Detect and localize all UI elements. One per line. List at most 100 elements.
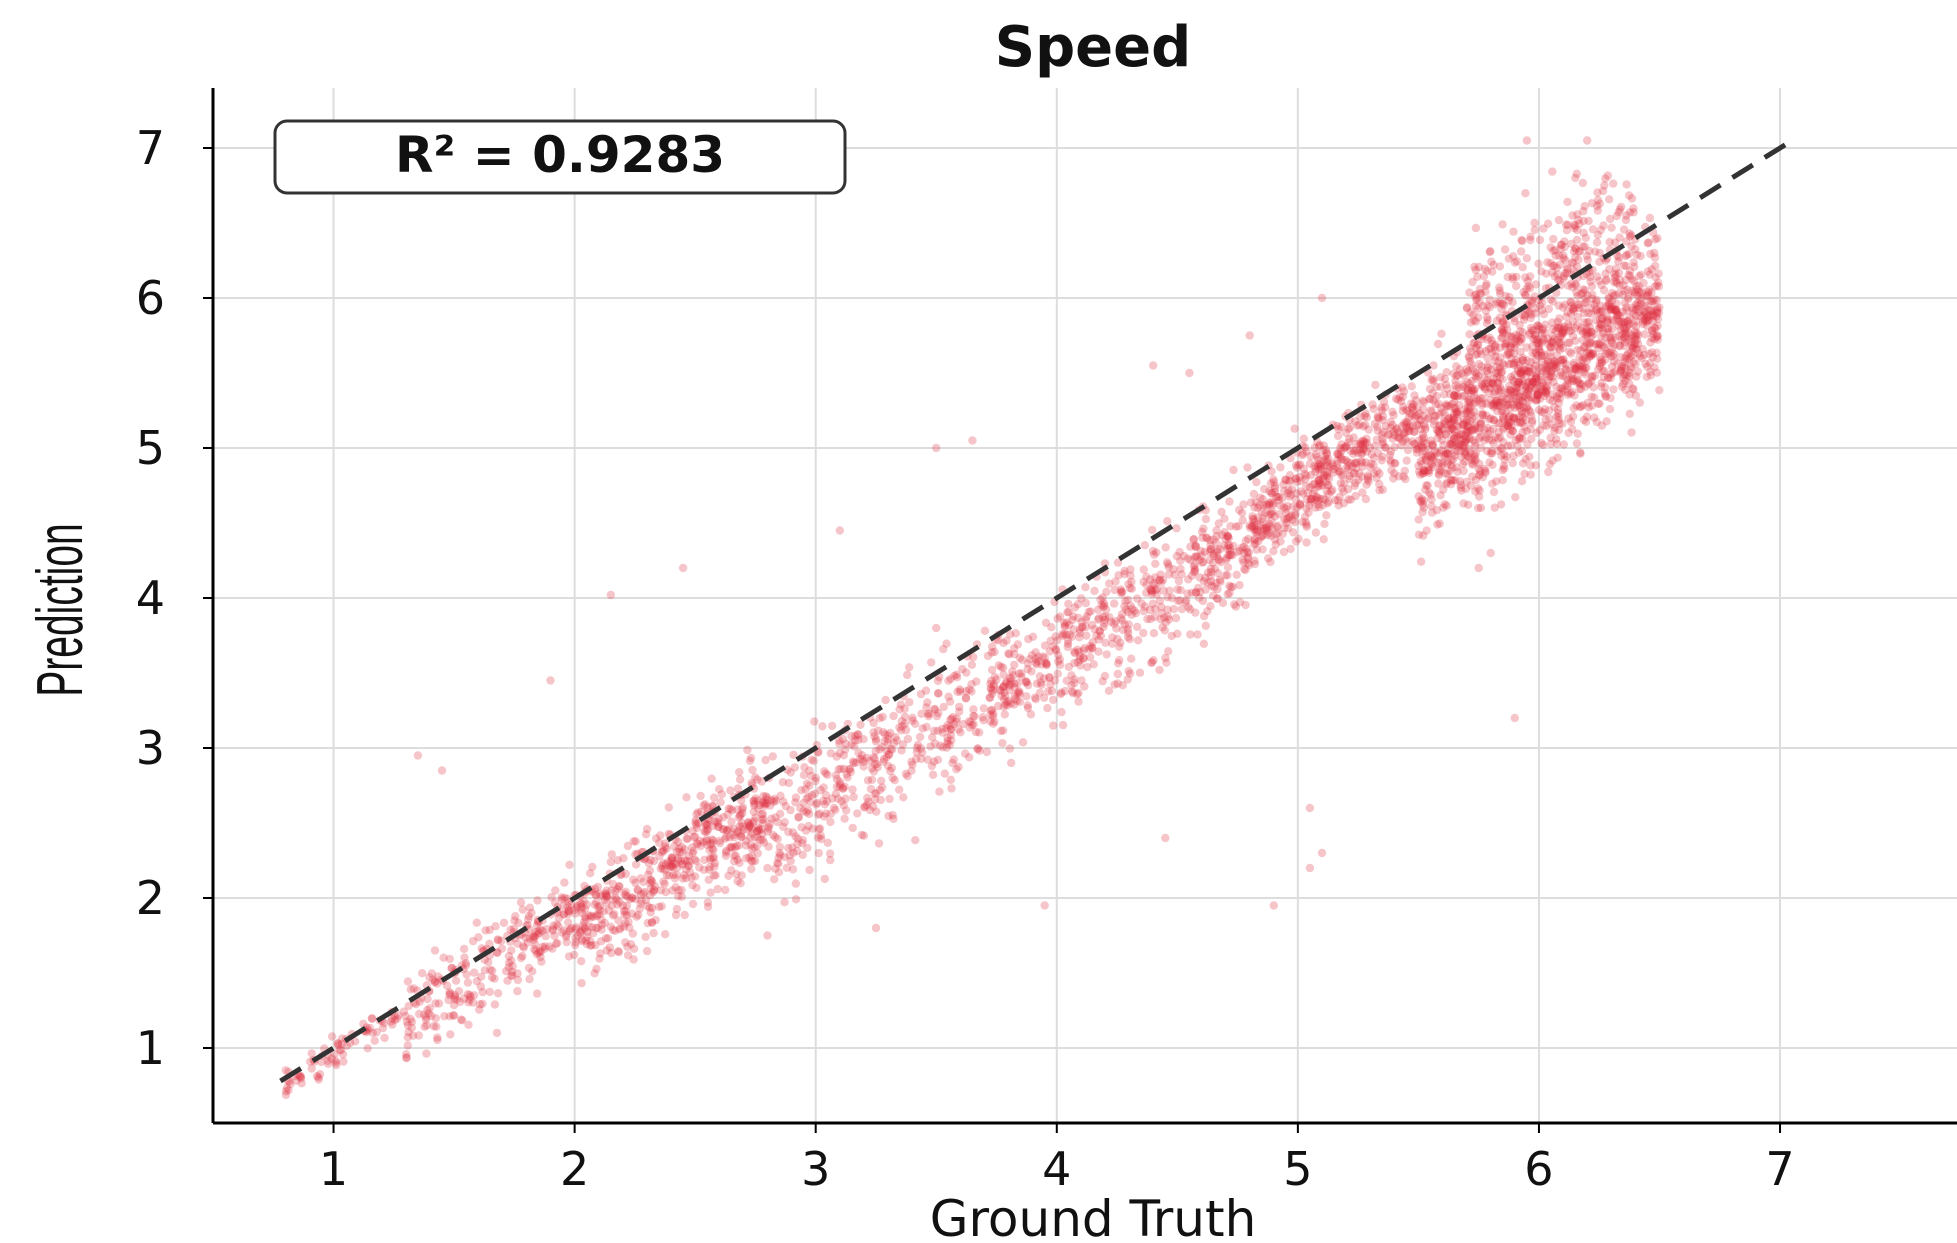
data-point <box>1318 494 1328 503</box>
data-point <box>1427 495 1436 504</box>
data-point <box>1377 406 1387 415</box>
data-point <box>1319 535 1328 544</box>
data-point <box>851 758 861 767</box>
data-point <box>1053 669 1063 678</box>
data-point <box>481 926 490 935</box>
data-point <box>870 795 880 804</box>
data-point <box>831 805 840 815</box>
data-point <box>427 969 437 978</box>
data-point <box>950 671 959 680</box>
data-point <box>965 685 974 694</box>
data-point <box>1567 387 1577 396</box>
data-point <box>978 713 987 722</box>
data-point <box>652 834 661 843</box>
data-point <box>579 897 589 906</box>
data-point <box>307 1064 316 1073</box>
data-point <box>595 889 604 898</box>
data-point <box>689 832 699 842</box>
data-point <box>1418 508 1427 517</box>
data-point <box>1269 901 1279 910</box>
data-point <box>807 755 816 764</box>
data-point <box>1481 433 1491 442</box>
data-point <box>839 751 848 760</box>
data-point <box>1005 681 1014 690</box>
data-point <box>331 1056 340 1065</box>
data-point <box>420 1022 429 1031</box>
data-point <box>799 798 808 808</box>
data-point <box>794 813 803 822</box>
data-point <box>1601 391 1610 400</box>
data-point <box>999 638 1008 648</box>
data-point <box>944 676 953 685</box>
data-point <box>577 935 587 944</box>
data-point <box>525 925 534 934</box>
data-point <box>1646 338 1655 347</box>
data-point <box>938 743 947 752</box>
data-point <box>749 807 758 816</box>
data-point <box>1458 392 1467 401</box>
data-point <box>732 841 741 851</box>
data-point <box>727 842 736 851</box>
data-point <box>669 870 678 879</box>
data-point <box>1629 208 1638 217</box>
data-point <box>491 922 500 931</box>
data-point <box>755 801 764 810</box>
data-point <box>567 900 576 909</box>
data-point <box>1348 462 1357 471</box>
data-point <box>786 805 795 815</box>
data-point <box>779 822 788 831</box>
data-point <box>674 891 683 901</box>
data-point <box>1223 544 1232 554</box>
data-point <box>472 977 481 986</box>
data-point <box>769 797 778 806</box>
data-point <box>655 838 664 847</box>
data-point <box>565 925 575 934</box>
data-point <box>1149 361 1158 370</box>
data-point <box>1510 713 1520 723</box>
data-point <box>621 906 630 915</box>
data-point <box>1162 658 1171 667</box>
data-point <box>1545 460 1555 469</box>
data-point <box>969 652 978 662</box>
data-point <box>1193 630 1202 639</box>
data-point <box>700 855 709 865</box>
data-point <box>1199 639 1209 648</box>
data-point <box>1053 614 1062 623</box>
data-point <box>599 907 608 916</box>
data-point <box>761 792 771 801</box>
data-point <box>1534 259 1543 268</box>
data-point <box>1433 339 1443 349</box>
data-point <box>895 705 904 714</box>
data-point <box>696 841 705 851</box>
data-point <box>797 823 806 832</box>
data-point <box>1562 220 1571 229</box>
data-point <box>621 891 630 900</box>
data-point <box>1535 235 1545 245</box>
data-point <box>677 860 687 869</box>
data-point <box>944 692 953 701</box>
data-point <box>882 753 891 762</box>
data-point <box>934 708 943 718</box>
data-point <box>1123 675 1133 684</box>
data-point <box>898 721 907 731</box>
data-point <box>1622 180 1631 189</box>
data-point <box>1518 428 1527 437</box>
data-point <box>672 847 682 856</box>
data-point <box>1302 522 1312 531</box>
chart-title: Speed <box>995 15 1191 80</box>
data-point <box>840 782 849 791</box>
data-point <box>1402 456 1411 465</box>
data-point <box>1311 528 1321 537</box>
data-point <box>691 872 700 881</box>
data-point <box>999 670 1008 679</box>
data-point <box>924 712 933 721</box>
data-point <box>1610 238 1620 247</box>
data-point <box>659 877 668 886</box>
data-point <box>518 905 527 914</box>
data-point <box>596 937 606 946</box>
data-point <box>753 833 762 842</box>
data-point <box>775 848 784 858</box>
data-point <box>692 809 701 819</box>
data-point <box>816 785 825 795</box>
data-point <box>615 897 624 907</box>
